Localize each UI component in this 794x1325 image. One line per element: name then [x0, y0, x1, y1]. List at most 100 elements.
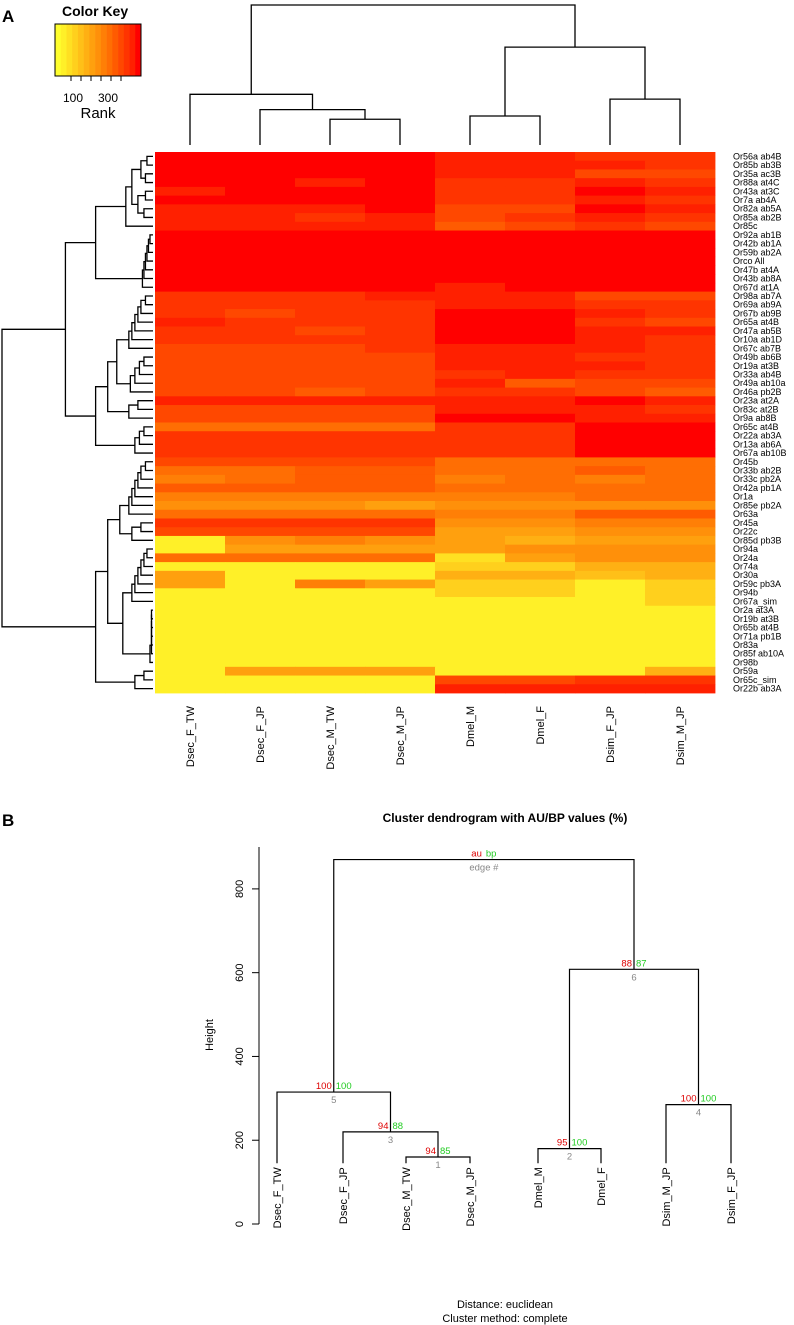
heatmap-row-label: Or2a at3A [733, 605, 774, 615]
heatmap-row-label: Or23a at2A [733, 396, 779, 406]
heatmap-cell [295, 518, 366, 528]
heatmap-cell [575, 335, 646, 345]
color-key-swatch [77, 24, 84, 76]
dendrogram-branch [665, 1104, 732, 1164]
heatmap-cell [575, 466, 646, 476]
heatmap-cell [155, 666, 226, 676]
heatmap-cell [295, 492, 366, 502]
heatmap-cell [645, 352, 716, 362]
heatmap-cell [505, 300, 576, 310]
heatmap-column-label: Dsec_F_JP [255, 706, 267, 763]
heatmap-cell [155, 378, 226, 388]
color-key-swatch [55, 24, 62, 76]
dendrogram-branch [405, 1156, 471, 1164]
heatmap-cell [575, 658, 646, 668]
row-dendrogram-branch [64, 241, 96, 417]
heatmap-cell [295, 422, 366, 432]
heatmap-cell [575, 684, 646, 694]
heatmap-cell [645, 483, 716, 493]
heatmap-cell [575, 640, 646, 650]
heatmap-cell [225, 361, 296, 371]
heatmap-cell [645, 501, 716, 511]
bp-value: 100 [572, 1138, 588, 1149]
heatmap-cell [225, 605, 296, 615]
row-dendrogram-branch [140, 522, 153, 533]
heatmap-cell [645, 335, 716, 345]
heatmap-cell [645, 343, 716, 354]
row-dendrogram-branch [94, 205, 143, 280]
heatmap-cell [575, 562, 646, 572]
heatmap-cell [365, 457, 436, 467]
au-value: 88 [621, 958, 632, 969]
heatmap-cell [365, 195, 436, 205]
heatmap-cell [505, 343, 576, 354]
heatmap-cell [365, 597, 436, 607]
heatmap-cell [225, 265, 296, 275]
heatmap-cell [435, 282, 506, 293]
heatmap-row-label: Or83a [733, 640, 758, 650]
heatmap-row-label: Or63a [733, 509, 758, 519]
heatmap-cell [225, 274, 296, 284]
heatmap-cell [575, 178, 646, 188]
color-key-swatch [106, 24, 113, 76]
heatmap-cell [645, 370, 716, 380]
row-dendrogram-branch [144, 190, 153, 201]
row-dendrogram-branch [137, 306, 153, 323]
heatmap-cell [505, 178, 576, 188]
color-key: Color Key 100 300 Rank [54, 3, 142, 122]
heatmap-cell [295, 570, 366, 580]
heatmap-row-label: Or92a ab1B [733, 230, 782, 240]
heatmap-cell [435, 326, 506, 336]
heatmap-cell [155, 213, 226, 223]
heatmap-cell [435, 597, 506, 607]
heatmap-cell [365, 431, 436, 441]
heatmap-cell [365, 256, 436, 266]
heatmap-cell [295, 684, 366, 694]
heatmap-cell [225, 300, 296, 310]
heatmap-cell [505, 221, 576, 231]
heatmap-cell [225, 195, 296, 205]
heatmap-cell [155, 195, 226, 205]
au-value: 94 [425, 1146, 436, 1157]
heatmap-cell [435, 614, 506, 624]
heatmap-cell [365, 291, 436, 301]
heatmap-cell [575, 518, 646, 528]
heatmap-cell [225, 544, 296, 554]
heatmap-cell [155, 474, 226, 484]
heatmap-cell [295, 466, 366, 476]
heatmap-cell [225, 335, 296, 345]
heatmap-cell [505, 396, 576, 406]
heatmap-cell [155, 317, 226, 327]
heatmap-cell [505, 247, 576, 258]
color-key-tick-label: 100 [63, 91, 83, 105]
leaf-label: Dsec_F_JP [338, 1167, 350, 1224]
heatmap-column-label: Dsim_M_JP [675, 706, 687, 765]
heatmap-row-label: Or33b ab2B [733, 465, 782, 475]
heatmap-row-label: Or9a ab8B [733, 413, 777, 423]
heatmap-cell [365, 466, 436, 476]
heatmap-cell [505, 291, 576, 301]
heatmap-cell [295, 282, 366, 293]
heatmap-cell [225, 483, 296, 493]
heatmap-cell [435, 169, 506, 179]
heatmap-row-label: Or59a [733, 666, 758, 676]
edge-number: 6 [631, 972, 636, 983]
color-key-swatch [83, 24, 90, 76]
heatmap-cell [645, 317, 716, 327]
heatmap-cell [645, 195, 716, 205]
heatmap-cell [505, 378, 576, 388]
heatmap-cell [225, 466, 296, 476]
heatmap-cell [505, 309, 576, 319]
heatmap-cell [575, 152, 646, 162]
heatmap-cell [505, 562, 576, 572]
color-key-gradient [55, 24, 142, 76]
heatmap-cell [435, 535, 506, 546]
heatmap-row-label: Or71a pb1B [733, 631, 782, 641]
heatmap-row-label: Or67d at1A [733, 282, 779, 292]
heatmap-cell [645, 439, 716, 450]
heatmap-cell [295, 405, 366, 415]
heatmap-cell [225, 221, 296, 231]
heatmap-cell [575, 160, 646, 170]
heatmap-cell [645, 378, 716, 388]
au-value: 100 [681, 1094, 697, 1105]
